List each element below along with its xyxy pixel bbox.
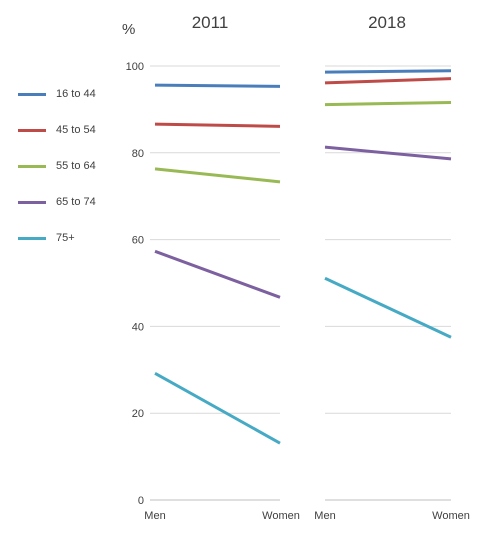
legend-item: 55 to 64 xyxy=(18,148,96,184)
legend-label: 75+ xyxy=(56,232,75,244)
series-line-16-to-44 xyxy=(154,83,281,88)
y-tick-label: 60 xyxy=(132,235,144,247)
series-line-16-to-44 xyxy=(324,69,452,74)
y-tick-label: 40 xyxy=(132,321,144,333)
y-tick-label: 80 xyxy=(132,148,144,160)
x-category-label: Men xyxy=(144,510,165,522)
legend-label: 45 to 54 xyxy=(56,124,96,136)
y-unit-label: % xyxy=(122,21,135,38)
series-line-45-to-54 xyxy=(324,77,452,85)
panel-title: 2011 xyxy=(192,13,229,32)
legend-swatch xyxy=(18,200,46,204)
y-axis-ticks: 0 20 40 60 80 100 xyxy=(126,61,144,507)
series-line-65-to-74 xyxy=(324,145,452,161)
series-line-55-to-64 xyxy=(324,100,452,107)
legend-item: 65 to 74 xyxy=(18,184,96,220)
chart-panels: 2011 Men Women 2018 Men Women xyxy=(144,13,470,522)
y-tick-label: 0 xyxy=(138,495,144,507)
panel-title: 2018 xyxy=(368,13,406,32)
legend-label: 65 to 74 xyxy=(56,196,96,208)
legend-swatch xyxy=(18,92,46,96)
series-line-55-to-64 xyxy=(154,167,281,184)
legend-swatch xyxy=(18,128,46,132)
y-tick-label: 20 xyxy=(132,408,144,420)
series-line-65-to-74 xyxy=(154,249,281,299)
legend-item: 45 to 54 xyxy=(18,112,96,148)
x-category-label: Men xyxy=(314,510,335,522)
panel-2011: 2011 Men Women xyxy=(144,13,300,522)
legend-label: 16 to 44 xyxy=(56,88,96,100)
panel-2018: 2018 Men Women xyxy=(314,13,470,522)
legend-swatch xyxy=(18,164,46,168)
y-tick-label: 100 xyxy=(126,61,144,73)
legend-label: 55 to 64 xyxy=(56,160,96,172)
legend-item: 75+ xyxy=(18,220,96,256)
legend-item: 16 to 44 xyxy=(18,76,96,112)
series-line-45-to-54 xyxy=(154,122,281,128)
legend-swatch xyxy=(18,236,46,240)
legend: 16 to 44 45 to 54 55 to 64 65 to 74 75+ xyxy=(18,76,96,256)
series-line-75 xyxy=(154,371,281,445)
x-category-label: Women xyxy=(432,510,470,522)
series-line-75 xyxy=(324,276,452,339)
x-category-label: Women xyxy=(262,510,300,522)
